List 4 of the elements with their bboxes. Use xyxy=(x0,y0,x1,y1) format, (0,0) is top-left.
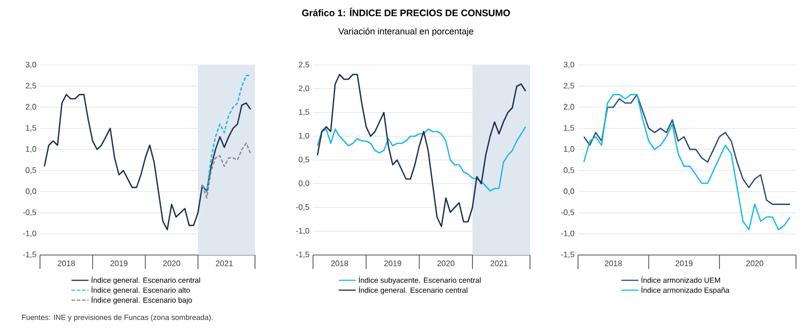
text: Gráfico 1: ÍNDICE DE PRECIOS DE CONSUMO xyxy=(302,8,510,16)
line-series xyxy=(202,142,252,199)
text: Variación interanual en porcentaje xyxy=(338,28,474,36)
line-series xyxy=(202,74,252,192)
